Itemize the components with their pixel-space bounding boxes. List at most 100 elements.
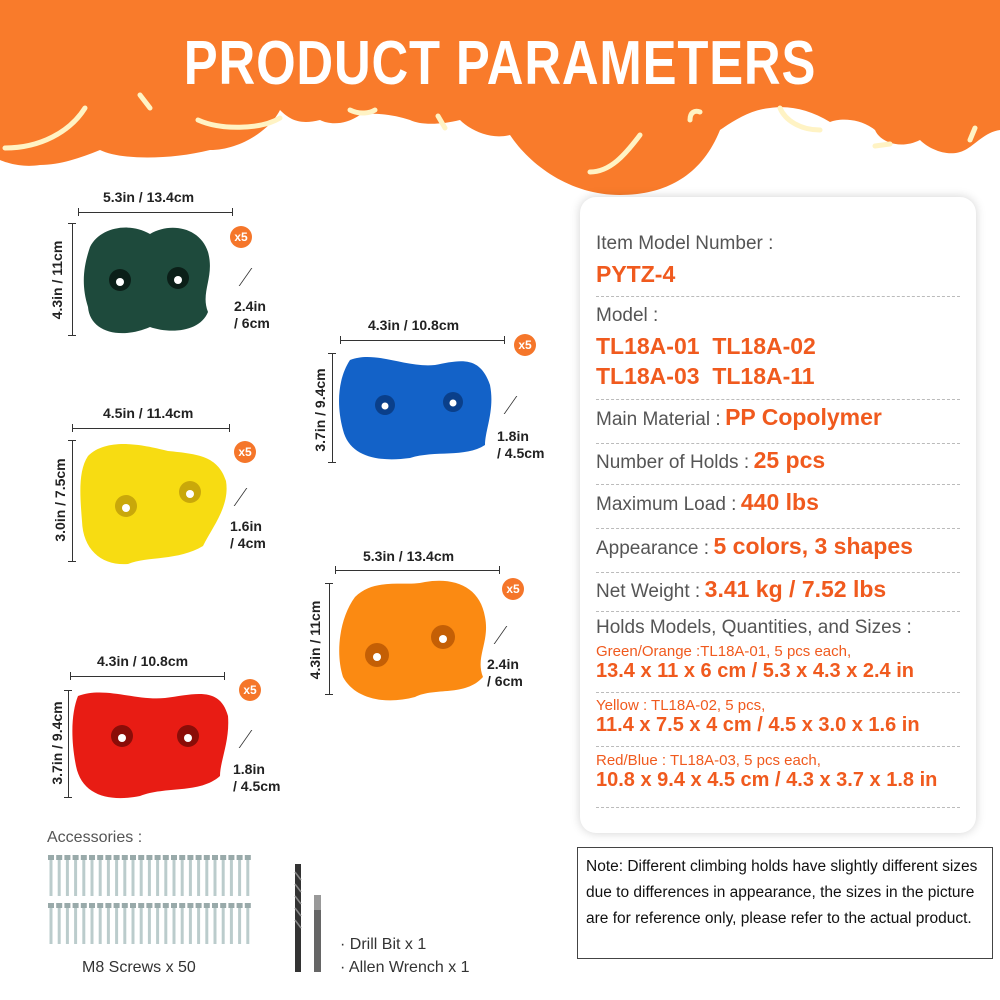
- spec-value: 440 lbs: [740, 489, 819, 515]
- size-description: Yellow : TL18A-02, 5 pcs,: [596, 697, 766, 714]
- depth-indicator: [233, 488, 259, 506]
- screw-icon: [228, 855, 235, 896]
- depth-in: 2.4in: [234, 298, 266, 314]
- disclaimer-note: Note: Different climbing holds have slig…: [577, 847, 993, 959]
- accessories-label: Accessories :: [47, 829, 143, 846]
- red-climbing-hold: [72, 692, 229, 799]
- screw-icon: [171, 903, 177, 944]
- screw-icon: [80, 855, 87, 896]
- screw-icon: [236, 855, 243, 896]
- screw-icon: [162, 855, 169, 896]
- spec-appearance: Appearance : 5 colors, 3 shapes: [596, 533, 960, 573]
- width-dimension-line: [335, 566, 500, 574]
- m8-screws-image: [48, 855, 251, 944]
- yellow-climbing-hold: [80, 444, 227, 565]
- screw-icon: [138, 903, 145, 944]
- screw-icon: [80, 903, 87, 944]
- screw-icon: [105, 903, 112, 944]
- screw-icon: [113, 903, 120, 944]
- spec-label: Holds Models, Quantities, and Sizes :: [596, 617, 912, 638]
- height-label: 3.7in / 9.4cm: [312, 368, 328, 452]
- height-label: 4.3in / 11cm: [307, 600, 323, 680]
- spec-sizes-yellow: Yellow : TL18A-02, 5 pcs, 11.4 x 7.5 x 4…: [596, 697, 960, 747]
- depth-label: 2.4in/ 6cm: [234, 298, 270, 332]
- width-dimension-line: [340, 336, 505, 344]
- screw-icon: [162, 903, 169, 944]
- screw-icon: [203, 903, 210, 944]
- depth-in: 1.8in: [233, 761, 265, 777]
- width-label: 4.3in / 10.8cm: [368, 317, 460, 333]
- screw-icon: [179, 903, 186, 944]
- spec-label: Net Weight :: [596, 581, 701, 602]
- height-label: 3.7in / 9.4cm: [49, 701, 65, 785]
- height-dimension-line: [68, 440, 76, 562]
- size-value: 13.4 x 11 x 6 cm / 5.3 x 4.3 x 2.4 in: [596, 660, 915, 682]
- spec-value: TL18A-03 TL18A-11: [596, 363, 815, 389]
- allen-wrench-label: · Allen Wrench x 1: [340, 959, 470, 976]
- screw-icon: [72, 855, 79, 896]
- drill-bit-and-wrench-image: [294, 864, 321, 972]
- size-value: 10.8 x 9.4 x 4.5 cm / 4.3 x 3.7 x 1.8 in: [596, 769, 938, 791]
- depth-cm: / 4.5cm: [497, 445, 545, 461]
- size-description: Green/Orange :TL18A-01, 5 pcs each,: [596, 643, 852, 660]
- height-label: 3.0in / 7.5cm: [52, 458, 68, 542]
- quantity-badge: x5: [234, 441, 256, 463]
- screw-icon: [244, 903, 251, 944]
- screw-icon: [203, 855, 210, 896]
- quantity-badge: x5: [514, 334, 536, 356]
- drill-bit-icon: [295, 864, 301, 972]
- depth-cm: / 4.5cm: [233, 778, 281, 794]
- header-banner: [0, 0, 1000, 195]
- screw-icon: [154, 903, 161, 944]
- size-value: 11.4 x 7.5 x 4 cm / 4.5 x 3.0 x 1.6 in: [596, 714, 920, 736]
- screw-icon: [105, 855, 112, 896]
- screw-icon: [212, 903, 218, 944]
- depth-indicator: [493, 626, 519, 644]
- screw-icon: [154, 855, 161, 896]
- quantity-badge: x5: [239, 679, 261, 701]
- blue-climbing-hold: [339, 356, 492, 460]
- screw-icon: [179, 855, 186, 896]
- screw-icon: [187, 855, 194, 896]
- depth-indicator: [238, 268, 264, 286]
- screw-icon: [146, 903, 153, 944]
- depth-indicator: [503, 396, 529, 414]
- spec-value: 3.41 kg / 7.52 lbs: [704, 576, 887, 602]
- screw-icon: [48, 903, 54, 944]
- spec-value: TL18A-01 TL18A-02: [596, 333, 816, 359]
- screw-icon: [146, 855, 153, 896]
- spec-model: Model : TL18A-01 TL18A-02 TL18A-03 TL18A…: [596, 305, 960, 400]
- spec-label: Number of Holds :: [596, 452, 750, 473]
- screw-icon: [195, 903, 202, 944]
- depth-label: 2.4in/ 6cm: [487, 656, 523, 690]
- green-climbing-hold: [83, 227, 210, 334]
- spec-item-model: Item Model Number : PYTZ-4: [596, 233, 960, 297]
- spec-label: Appearance :: [596, 538, 710, 559]
- width-dimension-line: [72, 424, 230, 432]
- screw-icon: [56, 903, 63, 944]
- height-label: 4.3in / 11cm: [49, 240, 65, 320]
- spec-value: 25 pcs: [753, 447, 826, 473]
- quantity-badge: x5: [230, 226, 252, 248]
- depth-indicator: [238, 730, 264, 748]
- depth-label: 1.8in/ 4.5cm: [497, 428, 544, 462]
- screw-icon: [195, 855, 202, 896]
- depth-cm: / 6cm: [487, 673, 523, 689]
- width-label: 4.5in / 11.4cm: [103, 405, 194, 421]
- screw-icon: [220, 903, 227, 944]
- depth-cm: / 6cm: [234, 315, 270, 331]
- height-dimension-line: [328, 353, 336, 463]
- orange-climbing-hold: [339, 580, 487, 701]
- screw-icon: [244, 855, 251, 896]
- page-title: PRODUCT PARAMETERS: [183, 29, 817, 98]
- spec-sizes-green-orange: Holds Models, Quantities, and Sizes : Gr…: [596, 617, 960, 693]
- screw-icon: [97, 903, 104, 944]
- spec-value: PP Copolymer: [725, 404, 882, 430]
- spec-sizes-red-blue: Red/Blue : TL18A-03, 5 pcs each, 10.8 x …: [596, 752, 960, 808]
- screw-icon: [220, 855, 227, 896]
- spec-label: Main Material :: [596, 409, 721, 430]
- screw-icon: [121, 903, 128, 944]
- spec-value: 5 colors, 3 shapes: [713, 533, 913, 559]
- screw-icon: [89, 855, 95, 896]
- width-dimension-line: [70, 672, 225, 680]
